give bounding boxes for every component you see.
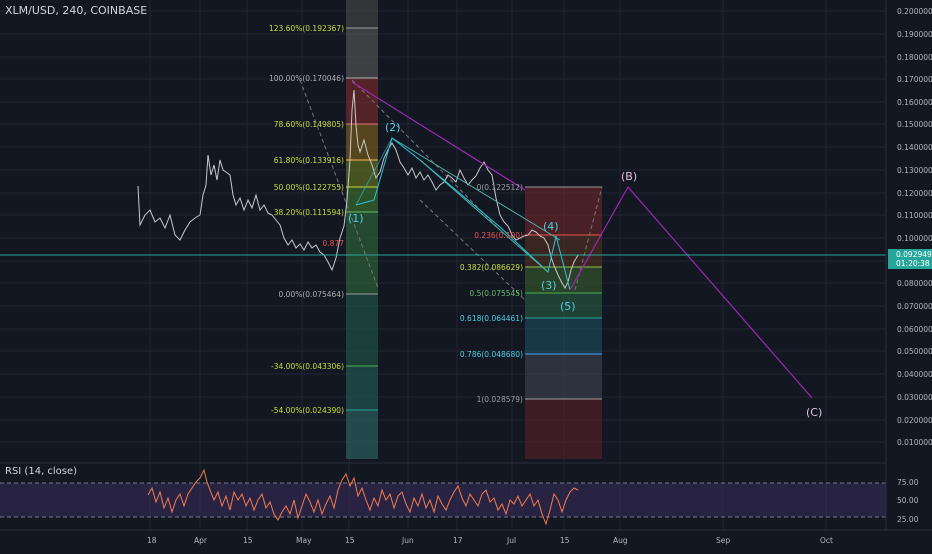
price-tick: 0.170000 <box>897 75 932 84</box>
wave-label-3: (3) <box>541 279 557 292</box>
fib-level-label: -54.00%(0.024390) <box>271 406 344 415</box>
wave-label-1: (1) <box>348 212 364 225</box>
impulse-wave[interactable] <box>355 137 571 291</box>
fib-ext-label: 0.382(0.086629) <box>460 263 523 272</box>
rsi-title[interactable]: RSI (14, close) <box>5 466 78 477</box>
wave-label-4: (4) <box>543 220 559 233</box>
time-label: Apr <box>194 536 208 545</box>
time-label: Jul <box>506 536 516 545</box>
current-price-value: 0.092949 <box>896 250 932 259</box>
fib-level-label: 61.80%(0.133916) <box>274 156 344 165</box>
fib-level-label: 100.00%(0.170046) <box>269 74 344 83</box>
price-tick: 0.100000 <box>897 234 932 243</box>
price-tick: 0.050000 <box>897 347 932 356</box>
fib-ext-label: 0.5(0.075545) <box>469 289 523 298</box>
fib-level-label: 38.20%(0.111594) <box>274 208 344 217</box>
time-label: 15 <box>345 536 355 545</box>
price-tick: 0.160000 <box>897 98 932 107</box>
fib-retracement-zone[interactable] <box>346 0 378 459</box>
price-tick: 0.130000 <box>897 166 932 175</box>
bar-countdown: 01:20:38 <box>896 259 930 268</box>
fib-level-label: -34.00%(0.043306) <box>271 362 344 371</box>
price-tick: 0.110000 <box>897 211 932 220</box>
wave-label-b: (B) <box>621 170 637 183</box>
time-label: Aug <box>613 536 628 545</box>
price-tick: 0.180000 <box>897 53 932 62</box>
fib-ext-label: 0(0.122512) <box>477 183 523 192</box>
price-tick: 0.020000 <box>897 416 932 425</box>
fib-level-label: 0.00%(0.075464) <box>279 290 345 299</box>
fib-ext-label: 0.618(0.064461) <box>460 314 523 323</box>
price-tick: 0.120000 <box>897 189 932 198</box>
price-tick: 0.010000 <box>897 438 932 447</box>
time-label: Oct <box>820 536 833 545</box>
time-label: 17 <box>453 536 463 545</box>
time-label: 18 <box>147 536 157 545</box>
fib-ext-label: 0.786(0.048680) <box>460 350 523 359</box>
rsi-level: 50.00 <box>897 496 919 505</box>
fib-extension-zone[interactable] <box>525 186 602 459</box>
price-tick: 0.150000 <box>897 120 932 129</box>
corrective-wave[interactable] <box>351 81 813 399</box>
price-tick: 0.140000 <box>897 143 932 152</box>
time-label: May <box>296 536 312 545</box>
wave-label-5: (5) <box>560 300 576 313</box>
rsi-line <box>147 468 579 526</box>
price-tick: 0.060000 <box>897 325 932 334</box>
price-tick: 0.080000 <box>897 279 932 288</box>
current-price-badge <box>888 249 932 269</box>
price-scale[interactable]: 0.200000 0.190000 0.180000 0.170000 0.16… <box>885 0 932 530</box>
time-label: 15 <box>243 536 253 545</box>
fib-ext-label: 1(0.028579) <box>477 395 523 404</box>
rsi-level: 75.00 <box>897 478 919 487</box>
price-tick: 0.190000 <box>897 30 932 39</box>
wave-label-c: (C) <box>806 406 822 419</box>
fib-level-label: 78.60%(0.149805) <box>274 120 344 129</box>
price-tick: 0.200000 <box>897 7 932 16</box>
time-label: Jun <box>401 536 414 545</box>
fib-ext-label: 0.236(0.100) <box>474 231 523 240</box>
price-candles <box>137 89 582 290</box>
wave-label-2: (2) <box>385 121 401 134</box>
symbol-title[interactable]: XLM/USD, 240, COINBASE <box>5 4 148 17</box>
fib-partial-label: 0.877 <box>323 239 345 248</box>
time-scale[interactable]: 18 Apr 15 May 15 Jun 17 Jul 15 Aug Sep O… <box>0 529 932 545</box>
fib-level-label: 50.00%(0.122755) <box>274 183 344 192</box>
rsi-level: 25.00 <box>897 515 919 524</box>
rsi-panel[interactable] <box>0 462 886 526</box>
time-label: 15 <box>560 536 570 545</box>
price-tick: 0.040000 <box>897 370 932 379</box>
time-label: Sep <box>716 536 730 545</box>
price-tick: 0.030000 <box>897 393 932 402</box>
fib-level-label: 123.60%(0.192367) <box>269 24 344 33</box>
price-tick: 0.070000 <box>897 302 932 311</box>
